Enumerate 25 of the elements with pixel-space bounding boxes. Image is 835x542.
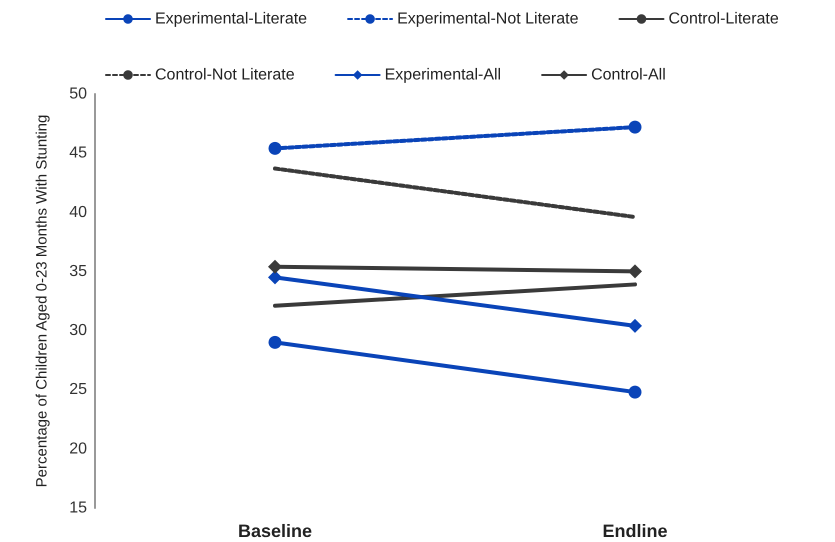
y-axis-title: Percentage of Children Aged 0-23 Months With Stunting bbox=[34, 114, 50, 488]
point bbox=[268, 336, 282, 349]
point bbox=[628, 318, 642, 333]
point bbox=[268, 260, 282, 274]
point bbox=[268, 142, 282, 155]
legend-label: Experimental-Not Literate bbox=[397, 10, 579, 28]
y-tick-label: 25 bbox=[69, 381, 88, 398]
point bbox=[628, 386, 642, 399]
y-tick-label: 35 bbox=[69, 262, 88, 280]
x-tick-label: Baseline bbox=[238, 521, 312, 541]
x-tick-label: Endline bbox=[602, 521, 668, 541]
y-tick-label: 30 bbox=[69, 322, 88, 340]
y-tick-label: 20 bbox=[69, 440, 88, 458]
legend-label: Control-All bbox=[591, 66, 666, 84]
y-tick-label: 40 bbox=[69, 204, 88, 221]
legend-label: Experimental-All bbox=[384, 66, 502, 84]
point bbox=[628, 264, 642, 278]
y-tick-label: 50 bbox=[69, 86, 88, 102]
legend-label: Experimental-Literate bbox=[155, 10, 308, 28]
y-tick-label: 15 bbox=[69, 500, 88, 516]
point bbox=[268, 270, 282, 284]
legend-label: Control-Not Literate bbox=[155, 66, 295, 84]
point bbox=[628, 120, 642, 134]
y-tick-label: 45 bbox=[69, 144, 88, 162]
legend-label: Control-Literate bbox=[668, 10, 779, 28]
